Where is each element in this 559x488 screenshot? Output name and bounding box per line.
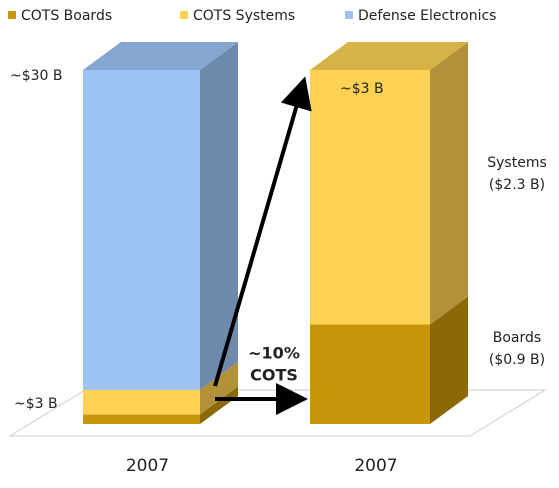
legend-label: COTS Systems: [193, 8, 295, 24]
legend-label: COTS Boards: [21, 8, 112, 24]
bar: [83, 389, 200, 415]
annotation: ($2.3 B): [489, 177, 545, 193]
bar-side: [200, 386, 238, 424]
bar: [310, 70, 430, 325]
bar-side: [200, 361, 238, 415]
x-tick-label: 2007: [354, 456, 397, 476]
bar-top: [83, 42, 238, 70]
bar: [83, 70, 200, 390]
annotation: Systems: [487, 155, 547, 171]
bar-side: [200, 42, 238, 390]
annotation: ~$3 B: [14, 396, 58, 412]
legend-label: Defense Electronics: [358, 8, 496, 24]
annotation: ~$3 B: [340, 81, 384, 97]
annotation: Boards: [493, 330, 541, 346]
bars: [83, 42, 468, 424]
arrow: [213, 76, 312, 387]
annotation: ($0.9 B): [489, 352, 545, 368]
legend-swatch: [180, 11, 188, 19]
bar-top: [310, 42, 468, 70]
x-tick-label: 2007: [126, 456, 169, 476]
bar-side: [430, 296, 468, 424]
annotation: COTS: [250, 366, 298, 385]
legend-swatch: [345, 11, 353, 19]
legend-swatch: [8, 11, 16, 19]
annotation: ~10%: [248, 344, 300, 363]
bar-side: [430, 42, 468, 325]
bar: [83, 414, 200, 424]
bar: [310, 324, 430, 424]
annotation: ~$30 B: [10, 68, 63, 84]
